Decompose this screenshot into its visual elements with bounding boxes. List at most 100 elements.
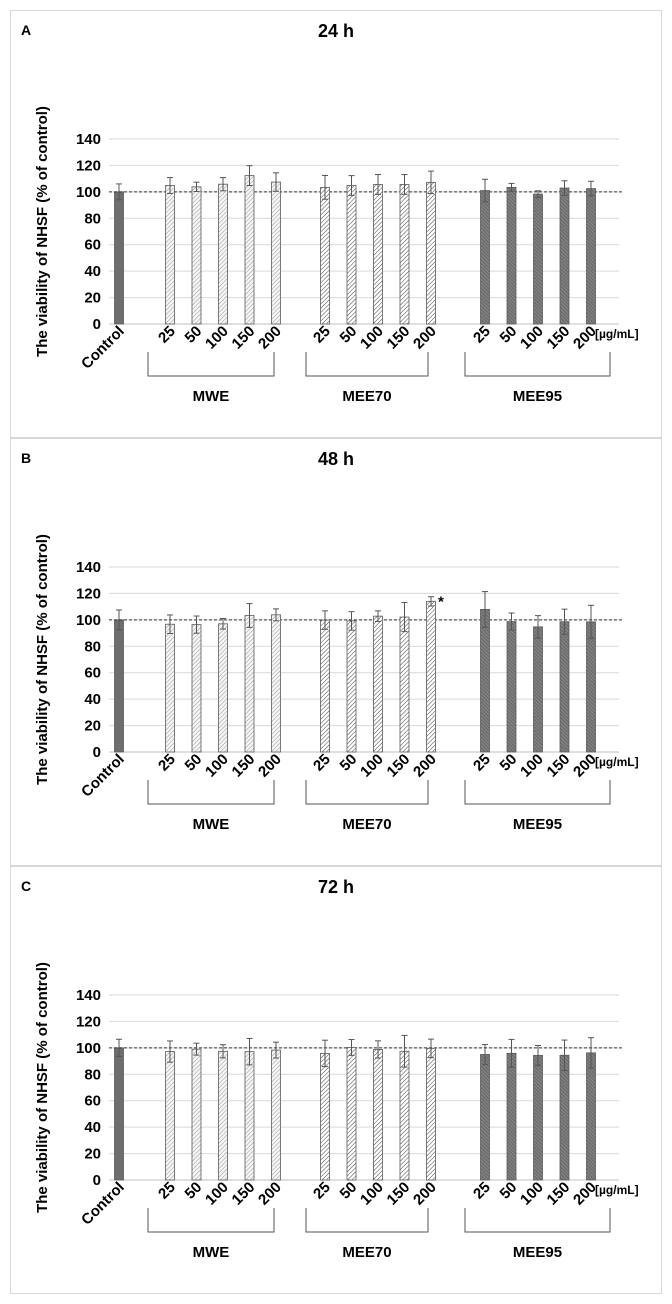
group-bracket <box>464 780 611 805</box>
x-tick-label: 50 <box>182 1179 206 1203</box>
x-tick-label: 150 <box>229 323 259 353</box>
bar-mee70-150 <box>399 602 410 753</box>
chart-title: 72 h <box>318 877 354 897</box>
x-tick-label: 25 <box>310 751 334 775</box>
bar <box>218 1050 228 1181</box>
x-tick-label: 100 <box>517 1179 547 1209</box>
bar <box>271 1049 281 1181</box>
significance-star: * <box>438 594 444 611</box>
chart-panel-c: C 72 h 0 20 40 60 80 100 120 140 The viability of … <box>10 866 662 1294</box>
bar <box>559 187 570 325</box>
x-tick-label: 50 <box>497 751 521 775</box>
x-tick-label: 50 <box>337 751 361 775</box>
bar <box>218 183 228 325</box>
x-tick-label: 50 <box>497 1179 521 1203</box>
x-tick-label: 150 <box>384 1179 414 1209</box>
y-tick-label: 120 <box>76 585 101 602</box>
panel-label: B <box>21 450 31 466</box>
bar <box>559 621 570 753</box>
group-label: MWE <box>193 816 230 833</box>
bar-mwe-100 <box>218 177 228 325</box>
bar-mwe-25 <box>165 1040 175 1181</box>
bar-mee95-25 <box>480 178 490 325</box>
bar-mee95-50 <box>506 182 517 325</box>
chart-svg: B 48 h 0 20 40 60 80 100 120 140 The viability of … <box>21 449 639 833</box>
x-tick-label: 50 <box>337 1179 361 1203</box>
bar-mee70-150 <box>399 174 410 325</box>
bar <box>114 619 124 753</box>
bar <box>191 624 202 753</box>
bar <box>346 620 357 753</box>
bar <box>399 184 410 325</box>
group-bracket <box>305 780 429 805</box>
bar <box>506 621 517 753</box>
x-tick-label: 200 <box>410 751 440 781</box>
bar <box>373 615 383 753</box>
y-tick-label: 80 <box>84 210 101 227</box>
bar <box>480 609 490 753</box>
y-tick-label: 40 <box>84 691 101 708</box>
bar-mwe-200 <box>271 172 281 325</box>
bar-mee95-150 <box>559 608 570 753</box>
unit-label: [µg/mL] <box>595 755 639 769</box>
x-tick-label: 25 <box>155 1179 179 1203</box>
bar-mwe-200 <box>271 1041 281 1181</box>
x-tick-label: 100 <box>202 751 232 781</box>
bar <box>114 191 124 325</box>
bar-mee95-100 <box>533 1044 543 1181</box>
x-tick-label-control: Control <box>78 751 128 801</box>
x-tick-label: 50 <box>497 323 521 347</box>
bar <box>244 175 255 325</box>
y-tick-label: 140 <box>76 559 101 576</box>
bar-mee95-150 <box>559 180 570 325</box>
y-tick-label: 40 <box>84 263 101 280</box>
bar-mee95-200 <box>586 180 596 325</box>
bar <box>506 1052 517 1181</box>
group-label: MEE95 <box>513 816 562 833</box>
bar-mwe-150 <box>244 603 255 753</box>
bar <box>399 616 410 753</box>
bar <box>373 1049 383 1181</box>
bar <box>271 181 281 325</box>
y-tick-label: 20 <box>84 290 101 307</box>
bar <box>586 621 596 753</box>
group-bracket <box>147 352 275 377</box>
x-tick-label: 200 <box>410 1179 440 1209</box>
bar-mwe-50 <box>191 181 202 325</box>
bar-control <box>114 1038 124 1181</box>
bar-mee70-200 <box>426 170 436 325</box>
bar <box>533 193 543 325</box>
bar <box>480 1054 490 1181</box>
group-bracket <box>147 780 275 805</box>
x-tick-label: 100 <box>202 1179 232 1209</box>
bar-mee70-200: * <box>426 594 444 753</box>
y-tick-label: 60 <box>84 1093 101 1110</box>
unit-label: [µg/mL] <box>595 1183 639 1197</box>
x-tick-label: 25 <box>310 1179 334 1203</box>
y-tick-label: 20 <box>84 1146 101 1163</box>
bar-mwe-100 <box>218 618 228 753</box>
group-label: MWE <box>193 388 230 405</box>
x-tick-label: 25 <box>470 323 494 347</box>
x-tick-label: 150 <box>544 751 574 781</box>
bar <box>320 619 330 753</box>
x-tick-label: 25 <box>470 751 494 775</box>
bar-mee70-50 <box>346 611 357 753</box>
x-tick-label: 150 <box>384 323 414 353</box>
y-tick-label: 20 <box>84 718 101 735</box>
x-tick-label-control: Control <box>78 1179 128 1229</box>
bar-mee70-100 <box>373 610 383 753</box>
group-label: MEE70 <box>342 816 391 833</box>
bar-mee70-100 <box>373 174 383 325</box>
x-tick-label: 200 <box>255 1179 285 1209</box>
x-tick-label: 100 <box>202 323 232 353</box>
bar <box>586 188 596 325</box>
group-bracket <box>305 1208 429 1233</box>
bar <box>586 1052 596 1181</box>
x-tick-label: 200 <box>255 323 285 353</box>
bar <box>426 600 436 753</box>
x-tick-label: 50 <box>337 323 361 347</box>
group-bracket <box>464 352 611 377</box>
x-tick-label: 150 <box>229 1179 259 1209</box>
x-tick-label: 200 <box>255 751 285 781</box>
